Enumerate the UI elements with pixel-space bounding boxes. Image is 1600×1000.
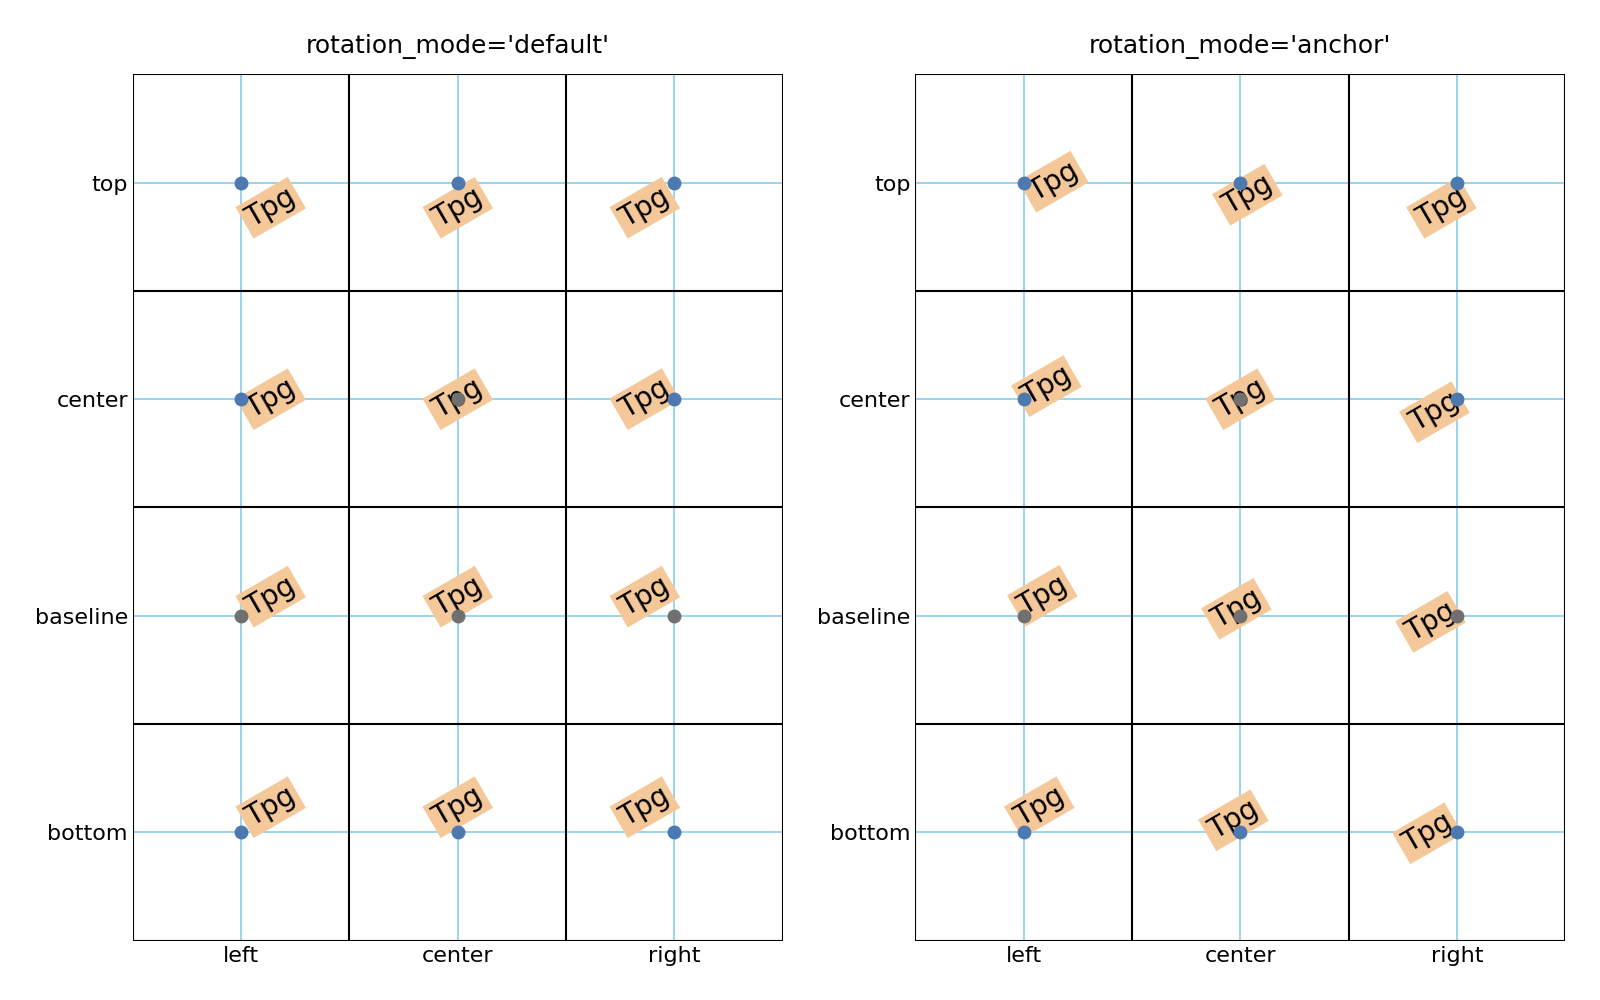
- Text: Tpg: Tpg: [429, 374, 488, 424]
- Text: Tpg: Tpg: [242, 782, 301, 832]
- Text: Tpg: Tpg: [614, 183, 674, 233]
- Text: Tpg: Tpg: [1411, 183, 1470, 233]
- Text: Tpg: Tpg: [1398, 808, 1458, 858]
- Text: Tpg: Tpg: [614, 571, 674, 622]
- Text: Tpg: Tpg: [242, 374, 301, 424]
- Title: rotation_mode='anchor': rotation_mode='anchor': [1090, 34, 1392, 59]
- Text: Tpg: Tpg: [1218, 170, 1277, 220]
- Text: Tpg: Tpg: [1010, 782, 1069, 832]
- Text: Tpg: Tpg: [429, 571, 488, 622]
- Text: Tpg: Tpg: [614, 374, 674, 424]
- Text: Tpg: Tpg: [1211, 374, 1270, 424]
- Text: Tpg: Tpg: [614, 782, 674, 832]
- Text: Tpg: Tpg: [1016, 361, 1075, 411]
- Text: Tpg: Tpg: [1203, 795, 1262, 845]
- Text: Tpg: Tpg: [1024, 157, 1083, 207]
- Text: Tpg: Tpg: [429, 183, 488, 233]
- Text: Tpg: Tpg: [242, 183, 301, 233]
- Text: Tpg: Tpg: [242, 571, 301, 622]
- Text: Tpg: Tpg: [429, 782, 488, 832]
- Text: Tpg: Tpg: [1013, 571, 1072, 621]
- Text: Tpg: Tpg: [1402, 597, 1459, 647]
- Text: Tpg: Tpg: [1206, 584, 1266, 634]
- Title: rotation_mode='default': rotation_mode='default': [306, 34, 610, 59]
- Text: Tpg: Tpg: [1405, 387, 1464, 437]
